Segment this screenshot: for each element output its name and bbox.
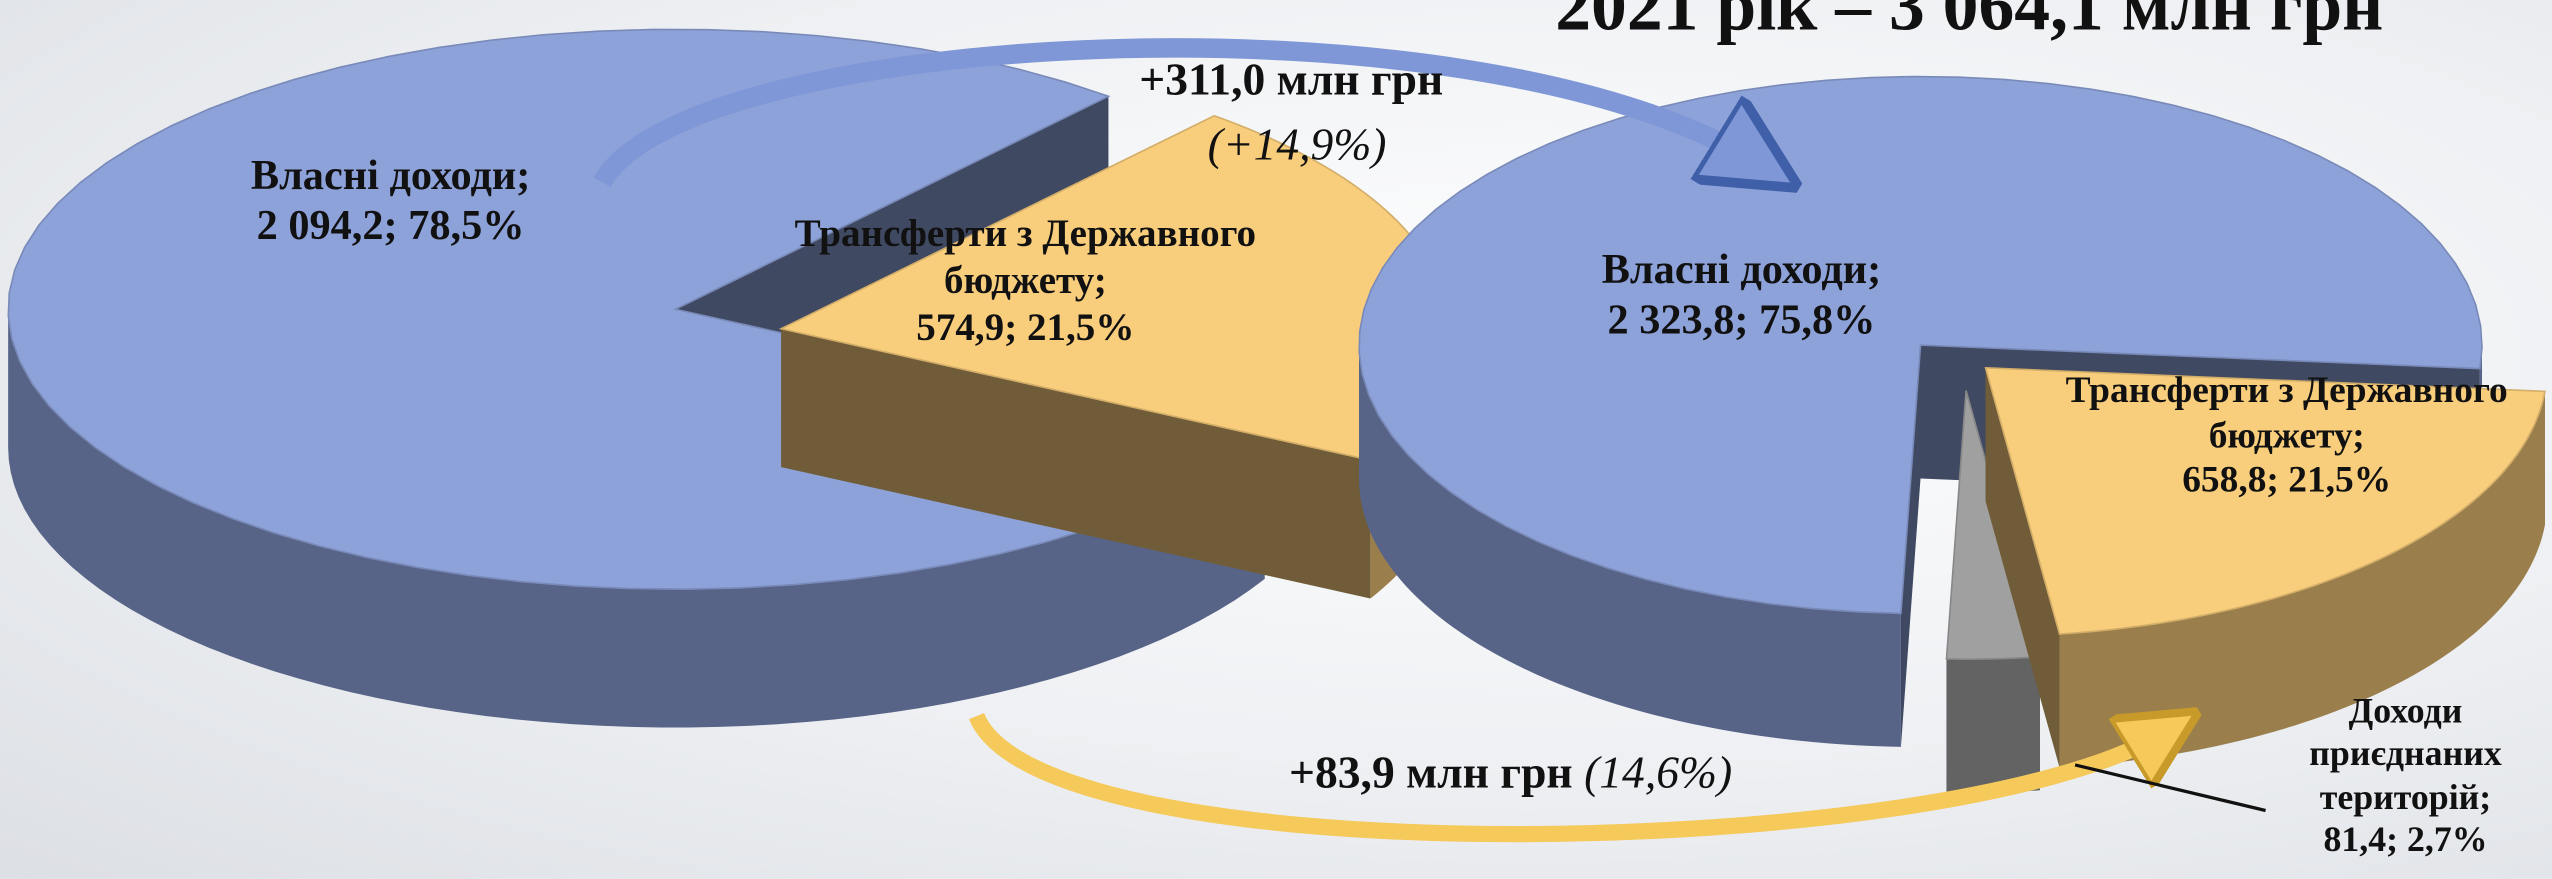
- value-label: 2 323,8; 75,8%: [1607, 296, 1876, 344]
- data-label: Трансферти з Державного бюджету; 658,8; 2…: [2043, 368, 2531, 503]
- increase-arrow: [593, 38, 1758, 182]
- slice-side: [1359, 345, 1901, 747]
- data-label: Власні доходи; 2 323,8; 75,8%: [1530, 244, 1953, 346]
- slice-top: [1984, 366, 2546, 635]
- value-label: 658,8; 21,5%: [2182, 459, 2392, 500]
- annotation: +311,0 млн грн: [1139, 55, 1444, 106]
- category-label: Власні доходи;: [250, 151, 531, 199]
- slice-cut-face: [781, 328, 1371, 599]
- value-label: 574,9; 21,5%: [916, 306, 1135, 350]
- pie-slice: [1984, 366, 2546, 768]
- value-label: 2 094,2; 78,5%: [256, 202, 525, 250]
- annotation-text: +83,9 млн грн: [1289, 748, 1573, 800]
- pie-slice: [778, 114, 1450, 599]
- category-label: Доходи приєднаних територій;: [2309, 690, 2502, 817]
- annotation: (+14,9%): [1207, 120, 1387, 171]
- slice-cut-face: [1900, 345, 1921, 747]
- data-label: Доходи приєднаних територій; 81,4; 2,7%: [2283, 690, 2527, 862]
- title: 2021 рік – 3 064,1 млн грн: [1555, 0, 2384, 46]
- value-label: 81,4; 2,7%: [2323, 818, 2488, 860]
- pies: [7, 28, 2546, 793]
- category-label: Власні доходи;: [1601, 245, 1882, 293]
- category-label: Трансферти з Державного бюджету;: [794, 213, 1257, 303]
- increase-arrow: [968, 716, 2165, 843]
- data-label: Власні доходи; 2 094,2; 78,5%: [179, 150, 602, 252]
- slice-cut-face: [1985, 367, 2060, 768]
- slice-side: [1946, 656, 2040, 793]
- category-label: Трансферти з Державного бюджету;: [2065, 369, 2508, 456]
- annotation: +83,9 млн грн (14,6%): [1289, 749, 1732, 801]
- slice-side: [2059, 391, 2545, 768]
- annotation-text: (14,6%): [1584, 748, 1733, 800]
- slice-side: [8, 309, 1265, 728]
- leader-line: [2074, 763, 2266, 813]
- data-label: Трансферти з Державного бюджету; 574,9; 2…: [781, 212, 1269, 353]
- slice-top: [1358, 75, 2483, 615]
